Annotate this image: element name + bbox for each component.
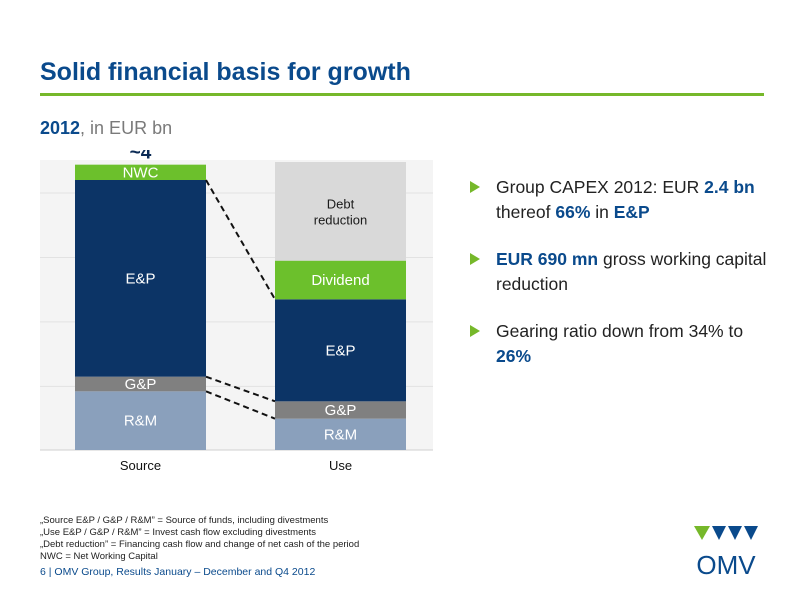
bullet-highlight: 2.4 bn xyxy=(704,177,755,197)
bullet-highlight: 66% xyxy=(555,202,591,222)
segment-label: E&P xyxy=(125,270,155,287)
bar-segment-use-2 xyxy=(275,299,406,402)
segment-label: G&P xyxy=(125,376,157,393)
category-tick-label: Use xyxy=(329,458,352,473)
logo-triangle-2 xyxy=(712,526,726,540)
bullet-item: EUR 690 mn gross working capital reducti… xyxy=(470,247,770,297)
footnote-line: „Source E&P / G&P / R&M” = Source of fun… xyxy=(40,515,329,526)
bar-segment-use-4 xyxy=(275,162,406,261)
segment-label: Debt xyxy=(327,196,355,211)
logo-triangle-3 xyxy=(728,526,742,540)
bullet-list: Group CAPEX 2012: EUR 2.4 bn thereof 66%… xyxy=(470,175,770,391)
logo-text: OMV xyxy=(696,550,756,580)
footnote-line: „Use E&P / G&P / R&M” = Invest cash flow… xyxy=(40,527,317,538)
segment-label: reduction xyxy=(314,212,367,227)
bullet-text: Gearing ratio down from 34% to xyxy=(496,321,744,341)
footnote-line: „Debt reduction” = Financing cash flow a… xyxy=(40,539,360,550)
bullet-arrow-icon xyxy=(470,181,480,193)
bar-segment-use-3 xyxy=(275,260,406,300)
total-label: ~4 xyxy=(130,150,152,164)
segment-label: R&M xyxy=(324,426,357,443)
bar-segment-source-3 xyxy=(75,164,206,180)
segment-label: E&P xyxy=(325,342,355,359)
dashed-connector xyxy=(205,375,276,403)
segment-label: R&M xyxy=(124,413,157,430)
dashed-connector xyxy=(205,390,276,420)
segment-label: Dividend xyxy=(311,272,369,289)
segment-label: G&P xyxy=(325,402,357,419)
bullet-arrow-icon xyxy=(470,253,480,265)
dashed-connector xyxy=(205,179,276,300)
logo-triangle-4 xyxy=(744,526,758,540)
subtitle-year: 2012 xyxy=(40,118,81,138)
bullet-highlight: EUR 690 mn xyxy=(496,249,599,269)
sources-uses-chart: R&M G&P E&P NWC Source R&M G&P E&P Dividend Debtr… xyxy=(40,150,433,473)
bullet-text: gross working capital reduction xyxy=(496,249,767,294)
bullet-highlight: 26% xyxy=(496,346,532,366)
bullet-text: in xyxy=(590,202,614,222)
title-divider xyxy=(40,93,764,96)
bar-segment-use-1 xyxy=(275,401,406,419)
bullet-text: Group CAPEX 2012: EUR xyxy=(496,177,705,197)
segment-label: NWC xyxy=(123,164,159,181)
bar-segment-source-2 xyxy=(75,180,206,377)
bar-segment-use-0 xyxy=(275,418,406,450)
bullet-text: thereof xyxy=(496,202,556,222)
bullet-item: Gearing ratio down from 34% to 26% xyxy=(470,319,770,369)
slide-title: Solid financial basis for growth xyxy=(40,58,411,86)
bullet-arrow-icon xyxy=(470,325,480,337)
logo-mark xyxy=(694,526,758,540)
logo-triangle-1 xyxy=(694,526,710,540)
bullet-item: Group CAPEX 2012: EUR 2.4 bn thereof 66%… xyxy=(470,175,770,225)
footnotes: „Source E&P / G&P / R&M” = Source of fun… xyxy=(40,515,359,563)
bar-segment-source-1 xyxy=(75,376,206,392)
category-tick-label: Source xyxy=(120,458,161,473)
footnote-line: NWC = Net Working Capital xyxy=(40,551,158,562)
page-footer: 6 | OMV Group, Results January – Decembe… xyxy=(40,566,316,578)
chart-subtitle: 2012, in EUR bn xyxy=(40,118,172,139)
omv-logo: OMV xyxy=(694,526,758,580)
subtitle-unit: , in EUR bn xyxy=(80,118,173,138)
bullet-highlight: E&P xyxy=(613,202,650,222)
bar-segment-source-0 xyxy=(75,391,206,450)
